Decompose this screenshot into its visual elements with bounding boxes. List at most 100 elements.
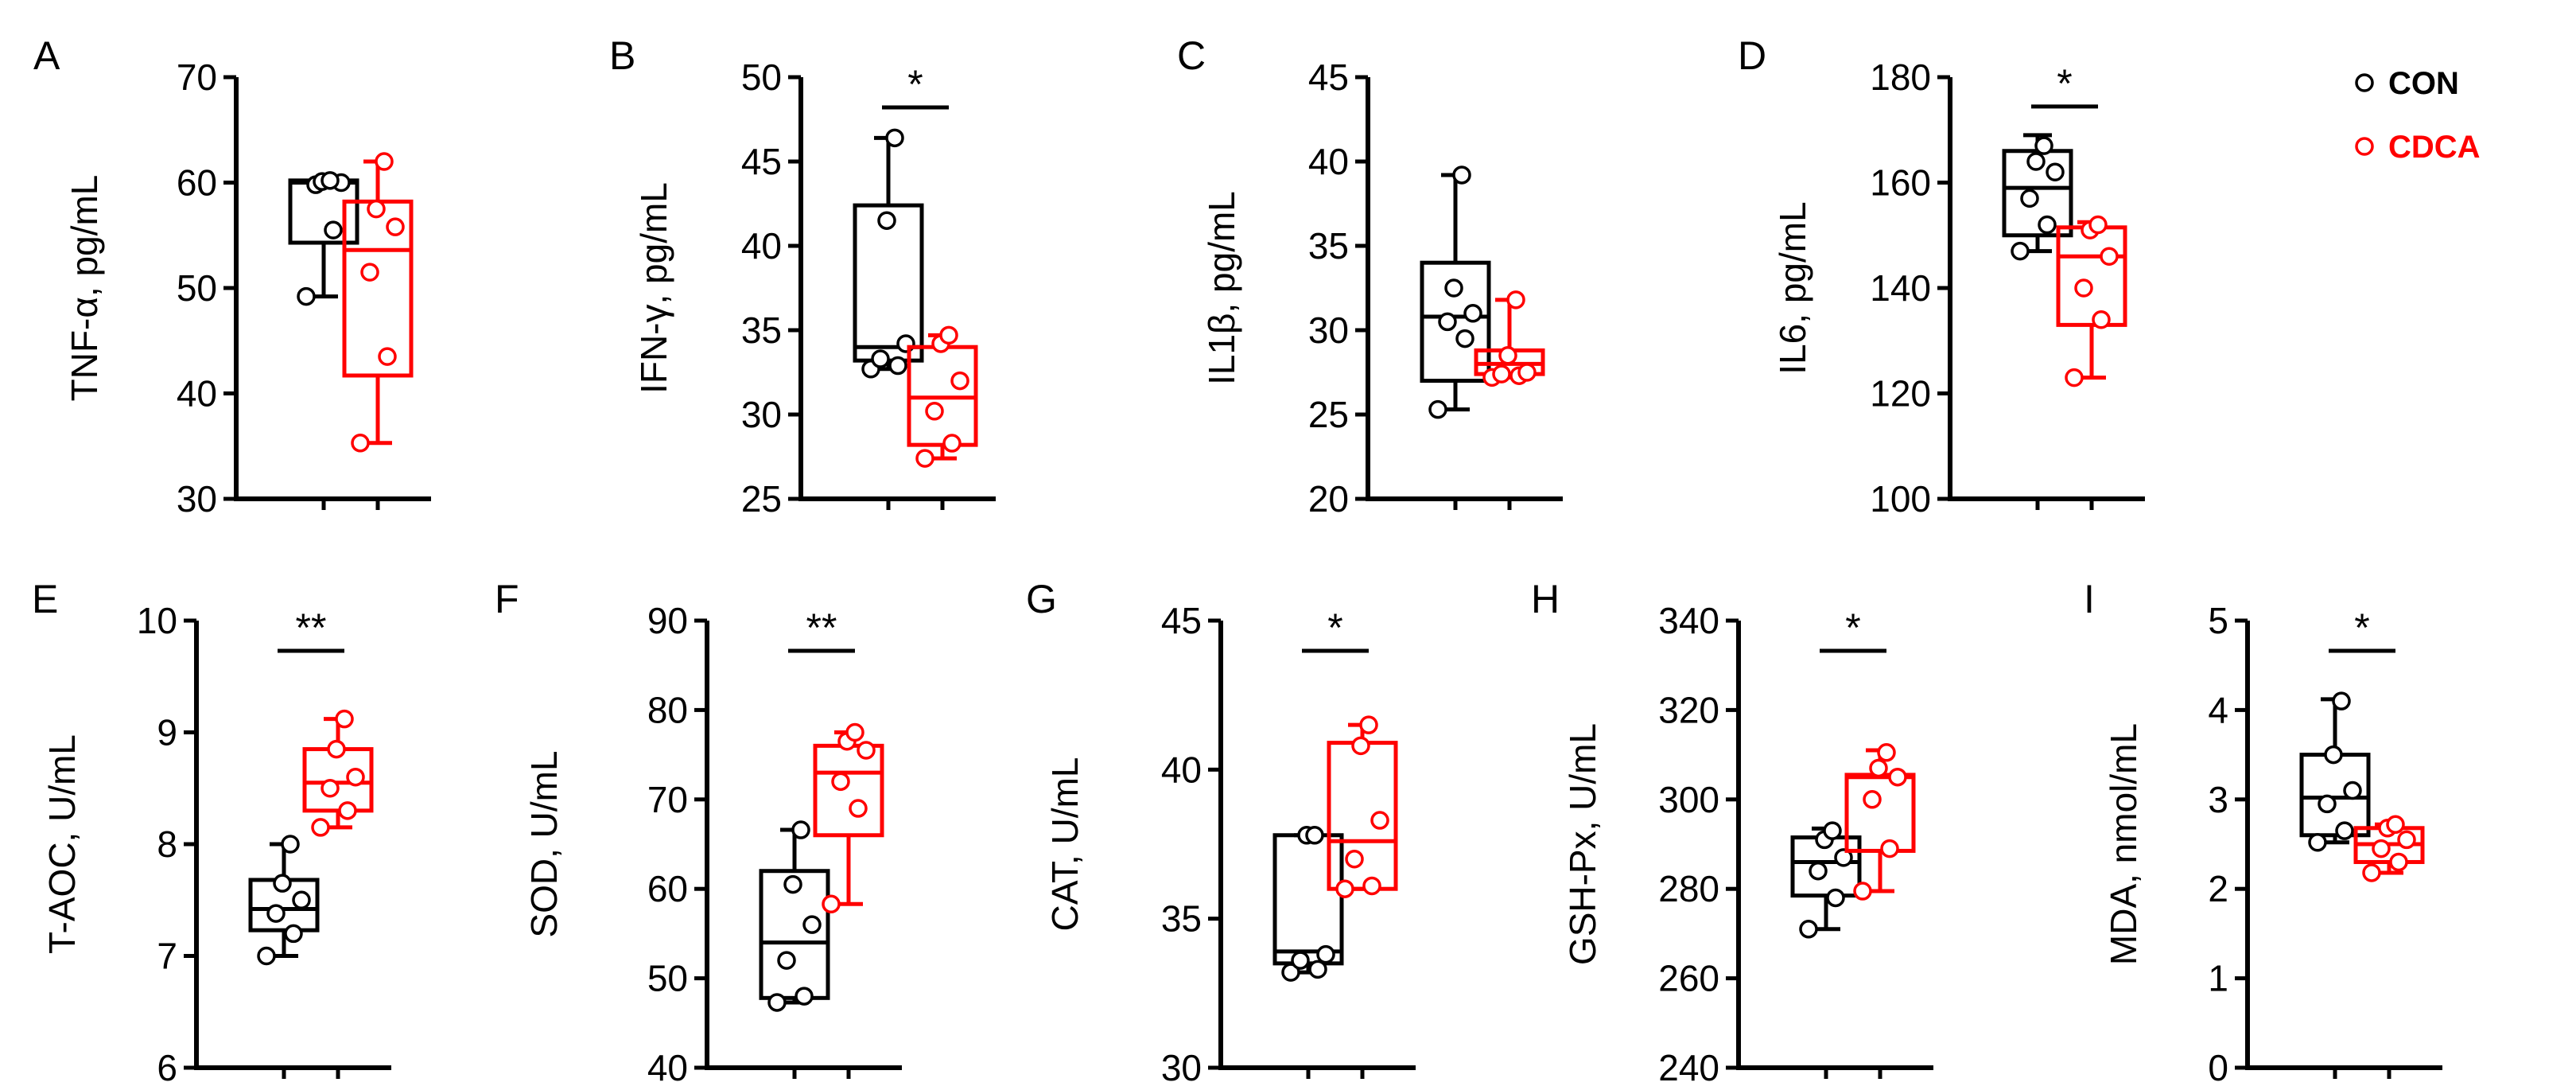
data-point — [324, 220, 343, 239]
data-point — [386, 217, 405, 236]
data-point — [849, 799, 868, 818]
panel-H: H GSH-Px, U/mL 240 260 280 300 320 340 * — [1531, 577, 1933, 1088]
series-con — [248, 835, 320, 1079]
data-point — [2343, 781, 2362, 800]
data-point — [2335, 821, 2354, 840]
box-iqr — [1844, 773, 1916, 853]
legend: CON CDCA — [2355, 66, 2481, 165]
y-tick-label: 45 — [1308, 56, 1349, 98]
y-tick-label: 35 — [1161, 898, 1202, 940]
y-axis-label: IL6, pg/mL — [1772, 201, 1813, 374]
series-con — [2002, 133, 2073, 510]
significance-label: * — [907, 62, 923, 107]
y-tick-label: 35 — [1308, 225, 1349, 267]
data-point — [281, 835, 300, 854]
data-point — [1826, 888, 1845, 908]
panel-F: F SOD, U/mL 40 50 60 70 80 90 ** — [495, 577, 902, 1088]
data-point — [335, 709, 354, 729]
data-point — [1351, 736, 1370, 756]
series-con — [288, 171, 359, 510]
series-con — [1790, 821, 1862, 1079]
y-tick-label: 60 — [647, 868, 688, 909]
data-point — [351, 434, 370, 453]
data-point — [1506, 290, 1525, 309]
data-point — [2020, 189, 2039, 208]
series-cdca — [302, 709, 374, 1079]
y-axis-label: GSH-Px, U/mL — [1562, 723, 1603, 965]
data-point — [791, 820, 810, 839]
data-point — [327, 739, 346, 759]
data-point — [273, 874, 292, 893]
legend-marker — [2355, 73, 2374, 92]
y-tick-label: 80 — [647, 689, 688, 730]
data-point — [378, 347, 397, 366]
data-point — [822, 894, 841, 914]
data-point — [871, 349, 890, 368]
y-tick-label: 4 — [2208, 689, 2228, 730]
panel-I: I MDA, nmol/mL 0 1 2 3 4 5 * — [2084, 577, 2442, 1088]
data-point — [802, 915, 822, 934]
data-point — [857, 741, 876, 760]
y-tick-label: 120 — [1870, 373, 1931, 415]
series-cdca — [2353, 815, 2425, 1079]
data-point — [896, 334, 915, 353]
data-point — [925, 402, 944, 421]
box-iqr — [1420, 260, 1491, 383]
y-tick-label: 70 — [647, 779, 688, 820]
data-point — [767, 993, 787, 1012]
data-point — [2318, 794, 2337, 814]
y-tick-label: 6 — [157, 1047, 177, 1088]
data-point — [2362, 863, 2381, 882]
y-tick-label: 40 — [1161, 749, 1202, 790]
data-point — [783, 874, 802, 894]
panel-letter: D — [1738, 33, 1766, 78]
panel-letter: F — [495, 577, 519, 621]
y-tick-label: 320 — [1658, 689, 1719, 730]
y-tick-label: 7 — [157, 936, 177, 977]
y-tick-label: 30 — [1308, 309, 1349, 351]
y-tick-label: 25 — [741, 478, 782, 520]
data-point — [360, 263, 379, 282]
data-point — [2074, 278, 2093, 298]
data-point — [2046, 162, 2065, 181]
data-point — [2088, 215, 2108, 235]
y-tick-label: 40 — [1308, 141, 1349, 182]
data-point — [2372, 839, 2391, 858]
data-point — [1305, 826, 1324, 845]
significance-label: * — [1845, 605, 1860, 650]
series-con — [1272, 826, 1344, 1079]
data-point — [1428, 399, 1447, 419]
significance-label: * — [2057, 61, 2072, 106]
data-point — [1316, 944, 1335, 964]
panel-letter: H — [1531, 577, 1560, 621]
y-tick-label: 25 — [1308, 394, 1349, 435]
y-tick-label: 0 — [2208, 1047, 2228, 1088]
panel-letter: A — [33, 33, 60, 78]
panel-G: G CAT, U/mL 30 35 40 45 * — [1026, 577, 1416, 1088]
y-tick-label: 340 — [1658, 600, 1719, 641]
data-point — [1823, 821, 1842, 840]
y-tick-label: 30 — [177, 478, 217, 520]
y-tick-label: 40 — [647, 1047, 688, 1088]
data-point — [2397, 830, 2416, 850]
data-point — [1463, 304, 1482, 323]
series-cdca — [813, 722, 884, 1079]
significance-label: * — [1327, 605, 1342, 650]
y-tick-label: 50 — [647, 958, 688, 999]
data-point — [1359, 715, 1378, 734]
y-tick-label: 3 — [2208, 779, 2228, 820]
y-tick-label: 20 — [1308, 478, 1349, 520]
significance-label: ** — [806, 605, 837, 650]
y-tick-label: 260 — [1658, 958, 1719, 999]
box-iqr — [2056, 225, 2127, 327]
data-point — [321, 171, 340, 190]
data-point — [1281, 963, 1300, 982]
box-iqr — [1272, 833, 1344, 966]
data-point — [1308, 960, 1327, 979]
data-point — [2026, 152, 2046, 171]
panel-letter: C — [1177, 33, 1206, 78]
series-cdca — [342, 152, 414, 510]
y-tick-label: 140 — [1870, 267, 1931, 309]
data-point — [1809, 861, 1828, 881]
